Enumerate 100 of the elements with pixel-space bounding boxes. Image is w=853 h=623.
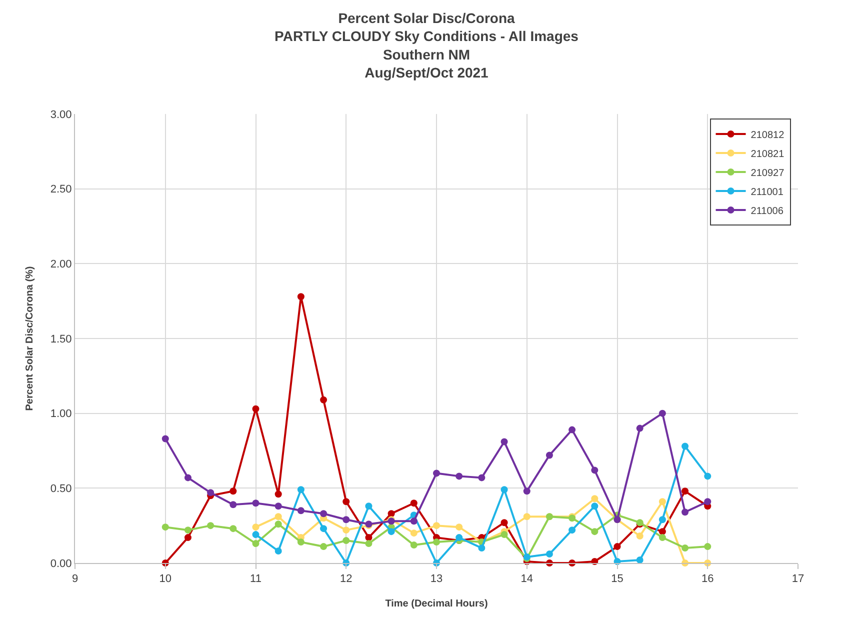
point bbox=[207, 522, 214, 530]
point bbox=[658, 516, 666, 524]
point bbox=[704, 472, 712, 480]
point bbox=[704, 543, 712, 550]
x-tick-label: 13 bbox=[430, 573, 443, 586]
point bbox=[320, 510, 328, 518]
point bbox=[365, 502, 372, 510]
point bbox=[207, 489, 214, 496]
point bbox=[252, 524, 260, 531]
y-tick-label: 2.00 bbox=[50, 258, 72, 271]
point bbox=[410, 518, 418, 525]
point bbox=[230, 488, 237, 495]
point bbox=[591, 528, 598, 536]
y-tick-label: 1.00 bbox=[50, 408, 72, 420]
y-axis-title: Percent Solar Disc/Corona (%) bbox=[24, 266, 36, 411]
x-tick-label: 17 bbox=[792, 573, 804, 586]
point bbox=[252, 405, 260, 412]
point bbox=[388, 528, 395, 536]
point bbox=[274, 548, 282, 555]
legend-label: 211006 bbox=[750, 206, 784, 217]
point bbox=[704, 498, 712, 506]
point bbox=[591, 466, 598, 474]
y-tick-label: 0.00 bbox=[50, 558, 72, 570]
point bbox=[456, 472, 463, 480]
x-tick-label: 12 bbox=[340, 573, 352, 586]
point bbox=[523, 488, 530, 495]
point bbox=[274, 520, 282, 528]
y-tick-label: 3.00 bbox=[50, 108, 72, 121]
x-axis-title: Time (Decimal Hours) bbox=[385, 598, 488, 610]
point bbox=[342, 498, 350, 506]
point bbox=[636, 556, 644, 564]
point bbox=[342, 537, 350, 544]
point bbox=[274, 513, 282, 520]
x-tick-label: 9 bbox=[72, 573, 78, 586]
point bbox=[614, 543, 621, 550]
legend-label: 210927 bbox=[750, 168, 785, 179]
y-tick-label: 0.50 bbox=[50, 483, 72, 496]
y-tick-label: 1.50 bbox=[50, 333, 72, 346]
point bbox=[433, 522, 440, 530]
point bbox=[388, 510, 395, 518]
point bbox=[658, 498, 666, 506]
point bbox=[568, 426, 576, 434]
point bbox=[500, 438, 508, 446]
point bbox=[410, 500, 418, 507]
point bbox=[184, 526, 192, 534]
point bbox=[433, 470, 440, 477]
point bbox=[342, 516, 350, 524]
point bbox=[433, 538, 440, 546]
point bbox=[230, 501, 237, 508]
point bbox=[546, 452, 553, 459]
point bbox=[365, 540, 372, 548]
point bbox=[410, 542, 418, 549]
point bbox=[274, 502, 282, 510]
point bbox=[478, 544, 486, 552]
x-tick-label: 16 bbox=[702, 573, 714, 586]
point bbox=[456, 534, 463, 542]
point bbox=[682, 544, 689, 552]
point bbox=[456, 524, 463, 531]
point bbox=[591, 495, 598, 502]
point bbox=[297, 293, 304, 300]
point bbox=[410, 530, 418, 537]
point bbox=[297, 538, 304, 546]
point bbox=[184, 534, 192, 542]
point bbox=[365, 534, 372, 542]
point bbox=[252, 531, 260, 538]
point bbox=[682, 488, 689, 495]
legend-label: 210821 bbox=[750, 148, 785, 160]
x-tick-label: 10 bbox=[159, 573, 172, 586]
point bbox=[320, 543, 328, 550]
point bbox=[500, 519, 508, 526]
x-tick-label: 14 bbox=[520, 573, 534, 586]
point bbox=[500, 486, 508, 494]
x-tick-label: 11 bbox=[250, 573, 262, 586]
point bbox=[252, 540, 260, 548]
point bbox=[320, 525, 328, 532]
point bbox=[591, 502, 598, 510]
point bbox=[297, 507, 304, 514]
point bbox=[523, 513, 530, 520]
point bbox=[297, 486, 304, 494]
point bbox=[274, 490, 282, 498]
chart-title: Percent Solar Disc/Corona PARTLY CLOUDY Sky Conditions - All Images Southern NM Aug/Sept/Oct 2021 bbox=[274, 10, 579, 81]
x-tick-label: 15 bbox=[611, 573, 624, 586]
point bbox=[568, 526, 576, 534]
point bbox=[252, 500, 260, 507]
point bbox=[636, 424, 644, 432]
point bbox=[342, 526, 350, 534]
point bbox=[658, 534, 666, 542]
point bbox=[184, 474, 192, 482]
point bbox=[320, 396, 328, 404]
point bbox=[682, 442, 689, 450]
point bbox=[682, 508, 689, 516]
point bbox=[162, 435, 169, 442]
point bbox=[478, 474, 486, 482]
y-tick-label: 2.50 bbox=[50, 184, 72, 196]
point bbox=[636, 532, 644, 540]
point bbox=[162, 524, 169, 531]
point bbox=[546, 550, 553, 558]
point bbox=[500, 531, 508, 538]
legend-label: 210812 bbox=[750, 130, 785, 141]
point bbox=[230, 525, 237, 532]
